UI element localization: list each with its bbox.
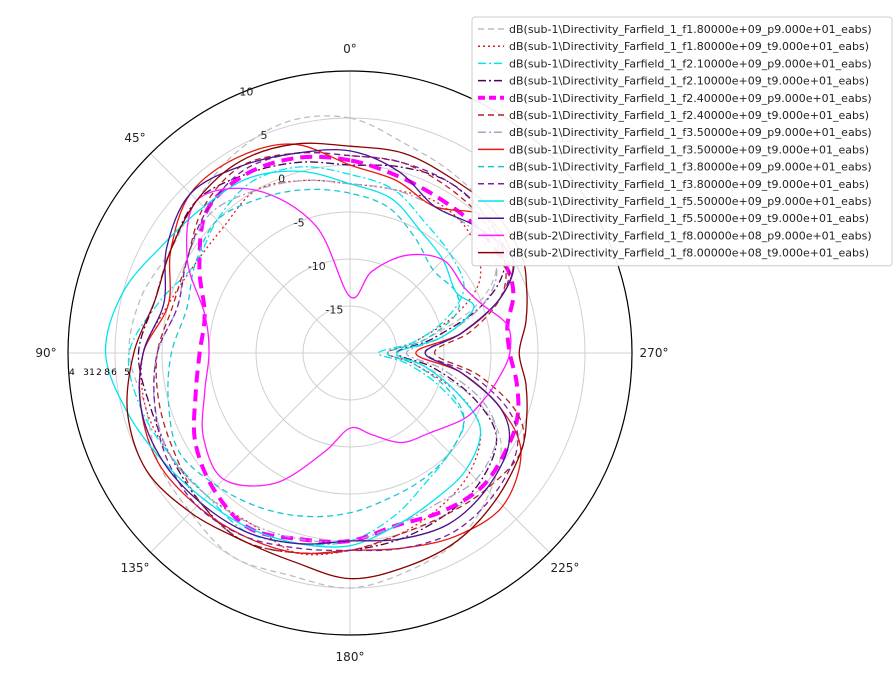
- theta-tick-label: 45°: [124, 131, 145, 145]
- series-line-8: [167, 188, 465, 518]
- legend-entry: dB(sub-1\Directivity_Farfield_1_f5.50000…: [509, 195, 872, 208]
- series-line-11: [138, 149, 515, 545]
- series-line-1: [140, 179, 482, 556]
- r-tick-label: 10: [239, 86, 253, 99]
- legend-entry: dB(sub-1\Directivity_Farfield_1_f1.80000…: [509, 40, 869, 53]
- marker-label: 5: [124, 368, 130, 378]
- theta-tick-label: 0°: [343, 42, 357, 56]
- marker-label: 4: [69, 368, 75, 378]
- legend-entry: dB(sub-1\Directivity_Farfield_1_f3.80000…: [509, 178, 869, 191]
- legend-entry: dB(sub-1\Directivity_Farfield_1_f2.10000…: [509, 57, 872, 70]
- grid-spoke: [150, 153, 351, 354]
- radial-tick-labels: -15 -10 -5 0 5 10: [239, 86, 343, 317]
- legend-entry: dB(sub-1\Directivity_Farfield_1_f2.40000…: [509, 109, 869, 122]
- r-tick-label: -15: [325, 303, 343, 316]
- r-tick-label: -5: [294, 216, 305, 229]
- polar-frame: [67, 70, 633, 636]
- series-line-12: [185, 187, 512, 487]
- marker-label: 2: [96, 368, 102, 378]
- series-line-3: [137, 161, 506, 555]
- r-tick-label: -10: [308, 260, 326, 273]
- legend-entry: dB(sub-1\Directivity_Farfield_1_f2.40000…: [509, 92, 872, 105]
- legend-entry: dB(sub-1\Directivity_Farfield_1_f3.80000…: [509, 161, 872, 174]
- legend-entry: dB(sub-1\Directivity_Farfield_1_f3.50000…: [509, 143, 869, 156]
- legend-entry: dB(sub-1\Directivity_Farfield_1_f2.10000…: [509, 75, 869, 88]
- marker-label: 1: [89, 368, 95, 378]
- series-line-13: [126, 142, 528, 580]
- r-tick-label: 5: [260, 129, 267, 142]
- legend-entry: dB(sub-1\Directivity_Farfield_1_f3.50000…: [509, 126, 872, 139]
- series-line-9: [153, 151, 519, 552]
- series-line-5: [155, 152, 525, 555]
- marker-label: 6: [111, 368, 117, 378]
- legend-box: [471, 16, 893, 267]
- legend-entry: dB(sub-2\Directivity_Farfield_1_f8.00000…: [509, 247, 869, 260]
- theta-tick-label: 270°: [640, 346, 669, 360]
- series-line-7: [138, 143, 522, 555]
- series-line-10: [104, 170, 482, 548]
- legend: dB(sub-1\Directivity_Farfield_1_f1.80000…: [471, 16, 893, 267]
- theta-tick-label: 135°: [121, 561, 150, 575]
- marker-label: 3: [83, 368, 89, 378]
- theta-tick-label: 90°: [35, 346, 56, 360]
- grid-spoke: [150, 352, 351, 553]
- marker-label: 8: [104, 368, 110, 378]
- legend-entry: dB(sub-1\Directivity_Farfield_1_f1.80000…: [509, 23, 872, 36]
- r-tick-label: 0: [278, 173, 285, 186]
- legend-entry: dB(sub-1\Directivity_Farfield_1_f5.50000…: [509, 212, 869, 225]
- series-line-0: [128, 115, 502, 589]
- series-line-6: [152, 179, 498, 543]
- theta-tick-label: 225°: [551, 561, 580, 575]
- series-line-4: [191, 154, 521, 544]
- series-lines: [104, 115, 528, 589]
- legend-entry: dB(sub-2\Directivity_Farfield_1_f8.00000…: [509, 229, 872, 242]
- theta-tick-label: 180°: [336, 650, 365, 664]
